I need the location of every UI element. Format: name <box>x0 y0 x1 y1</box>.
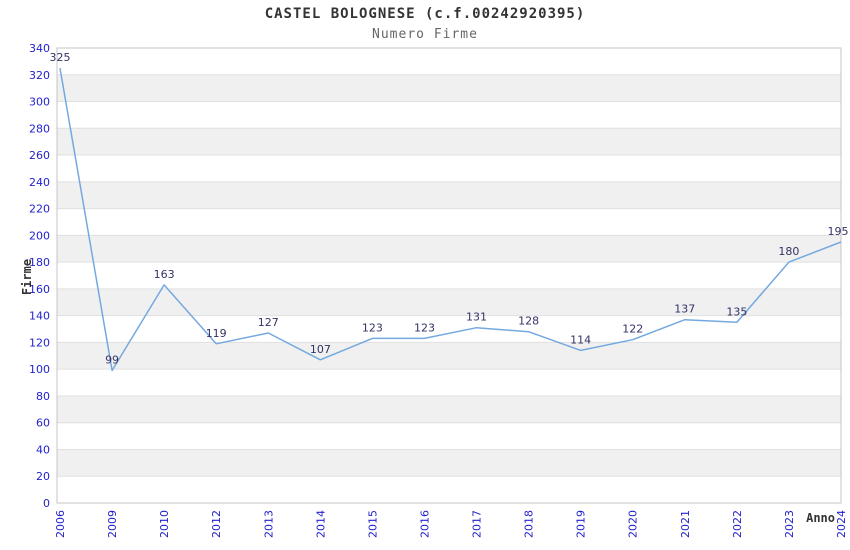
plot-band <box>57 181 841 209</box>
point-label: 325 <box>50 51 71 64</box>
point-label: 135 <box>726 305 747 318</box>
point-label: 123 <box>362 321 383 334</box>
point-label: 122 <box>622 323 643 336</box>
chart-subtitle: Numero Firme <box>372 27 478 42</box>
point-label: 163 <box>154 268 175 281</box>
x-tick-label: 2019 <box>575 510 588 538</box>
point-label: 131 <box>466 311 487 324</box>
plot-band <box>57 288 841 316</box>
point-label: 114 <box>570 333 591 346</box>
point-label: 195 <box>828 225 849 238</box>
x-tick-label: 2020 <box>627 510 640 538</box>
x-tick-label: 2024 <box>835 510 848 538</box>
point-label: 119 <box>206 327 227 340</box>
point-label: 99 <box>105 354 119 367</box>
plot-band <box>57 74 841 102</box>
x-tick-label: 2006 <box>54 510 67 538</box>
point-label: 123 <box>414 321 435 334</box>
plot-border <box>56 47 842 504</box>
y-tick-label: 80 <box>36 390 50 403</box>
plot-band <box>57 395 841 423</box>
y-tick-label: 260 <box>29 149 50 162</box>
y-tick-label: 220 <box>29 203 50 216</box>
plot-band <box>57 128 841 156</box>
y-tick-label: 280 <box>29 122 50 135</box>
x-tick-label: 2014 <box>314 510 327 538</box>
y-tick-label: 40 <box>36 443 50 456</box>
y-tick-label: 60 <box>36 417 50 430</box>
y-tick-label: 120 <box>29 336 50 349</box>
x-tick-label: 2018 <box>523 510 536 538</box>
x-tick-label: 2012 <box>210 510 223 538</box>
y-tick-label: 140 <box>29 310 50 323</box>
x-tick-label: 2013 <box>262 510 275 538</box>
x-tick-label: 2010 <box>158 510 171 538</box>
x-tick-label: 2017 <box>471 510 484 538</box>
y-tick-label: 180 <box>29 256 50 269</box>
plot-band <box>57 449 841 477</box>
x-tick-label: 2023 <box>783 510 796 538</box>
y-tick-label: 320 <box>29 69 50 82</box>
point-label: 137 <box>674 303 695 316</box>
x-tick-label: 2022 <box>731 510 744 538</box>
y-tick-label: 240 <box>29 176 50 189</box>
point-label: 180 <box>778 245 799 258</box>
y-tick-label: 160 <box>29 283 50 296</box>
plot-band <box>57 235 841 263</box>
y-tick-label: 20 <box>36 470 50 483</box>
x-tick-label: 2021 <box>679 510 692 538</box>
x-axis-title: Anno <box>806 511 835 525</box>
point-label: 127 <box>258 316 279 329</box>
x-tick-label: 2015 <box>366 510 379 538</box>
point-label: 107 <box>310 343 331 356</box>
x-tick-label: 2016 <box>418 510 431 538</box>
point-label: 128 <box>518 315 539 328</box>
y-tick-label: 100 <box>29 363 50 376</box>
y-tick-label: 200 <box>29 229 50 242</box>
firme-line-series <box>59 67 842 372</box>
y-tick-label: 0 <box>43 497 50 510</box>
y-tick-label: 300 <box>29 96 50 109</box>
chart-title: CASTEL BOLOGNESE (c.f.00242920395) <box>264 6 586 22</box>
x-tick-label: 2009 <box>106 510 119 538</box>
y-tick-label: 340 <box>29 42 50 55</box>
plot-band <box>57 342 841 370</box>
